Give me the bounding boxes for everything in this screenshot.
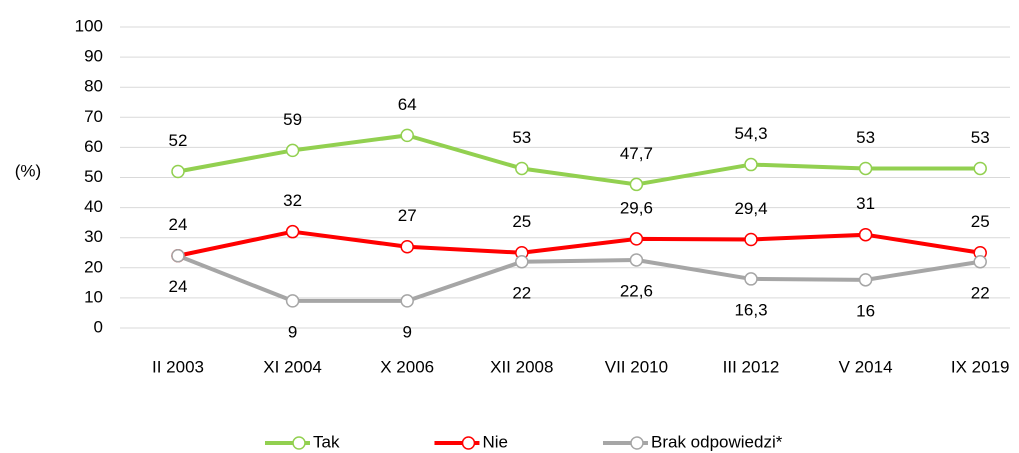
data-label: 53 [512, 128, 531, 147]
point-marker [744, 272, 758, 286]
x-tick-label: III 2012 [723, 357, 780, 376]
y-tick-label: 10 [84, 287, 103, 306]
data-label: 25 [971, 212, 990, 231]
data-label: 24 [169, 215, 188, 234]
data-label: 52 [169, 131, 188, 150]
data-label: 16 [856, 301, 875, 320]
point-marker [858, 227, 873, 242]
data-label: 9 [288, 322, 297, 341]
y-tick-label: 90 [84, 47, 103, 66]
data-label: 64 [398, 95, 417, 114]
point-marker [285, 143, 300, 158]
legend-label: Tak [313, 432, 340, 451]
point-marker [858, 273, 873, 287]
y-axis-label: (%) [15, 161, 41, 180]
point-marker [400, 294, 414, 308]
data-label: 59 [283, 110, 302, 129]
point-marker [629, 232, 644, 246]
point-marker [858, 161, 873, 176]
point-marker [629, 253, 644, 267]
series-line [177, 253, 981, 303]
data-label: 27 [398, 206, 417, 225]
point-marker [285, 224, 300, 239]
y-tick-label: 80 [84, 77, 103, 96]
data-label: 54,3 [734, 124, 767, 143]
data-label: 32 [283, 191, 302, 210]
data-label: 16,3 [734, 300, 767, 319]
x-tick-label: XI 2004 [263, 357, 322, 376]
x-tick-label: V 2014 [839, 357, 893, 376]
data-label: 22 [512, 283, 531, 302]
y-tick-label: 0 [94, 317, 103, 336]
y-tick-label: 30 [84, 227, 103, 246]
y-tick-label: 40 [84, 197, 103, 216]
legend-label: Nie [482, 432, 508, 451]
point-marker [744, 232, 758, 247]
y-tick-label: 20 [84, 257, 103, 276]
point-marker [744, 157, 758, 172]
point-marker [515, 161, 529, 176]
point-marker [171, 249, 185, 263]
data-label: 29,4 [734, 199, 767, 218]
point-marker [400, 128, 414, 143]
legend-marker [630, 436, 644, 450]
data-label: 25 [512, 212, 531, 231]
y-tick-label: 60 [84, 137, 103, 156]
data-label: 24 [169, 277, 188, 296]
data-label: 29,6 [620, 198, 653, 217]
y-tick-label: 100 [75, 16, 103, 35]
point-marker [515, 255, 529, 269]
point-marker [171, 164, 185, 179]
x-tick-label: XII 2008 [490, 357, 553, 376]
point-marker [973, 161, 987, 176]
y-tick-label: 50 [84, 167, 103, 186]
series-line [177, 133, 981, 187]
data-label: 22,6 [620, 281, 653, 300]
series-line [177, 229, 981, 258]
data-label: 31 [856, 194, 875, 213]
x-tick-label: X 2006 [380, 357, 434, 376]
data-label: 53 [971, 128, 990, 147]
data-label: 47,7 [620, 144, 653, 163]
point-marker [400, 239, 414, 254]
point-marker [285, 294, 300, 308]
x-tick-label: VII 2010 [605, 357, 668, 376]
point-marker [973, 255, 987, 269]
y-tick-label: 70 [84, 107, 103, 126]
point-marker [629, 177, 644, 192]
x-tick-label: IX 2019 [951, 357, 1010, 376]
data-label: 53 [856, 128, 875, 147]
data-label: 9 [402, 322, 411, 341]
legend-marker [461, 436, 476, 450]
x-tick-label: II 2003 [152, 357, 204, 376]
data-label: 22 [971, 283, 990, 302]
legend-marker [292, 436, 306, 450]
legend-label: Brak odpowiedzi* [651, 432, 783, 451]
